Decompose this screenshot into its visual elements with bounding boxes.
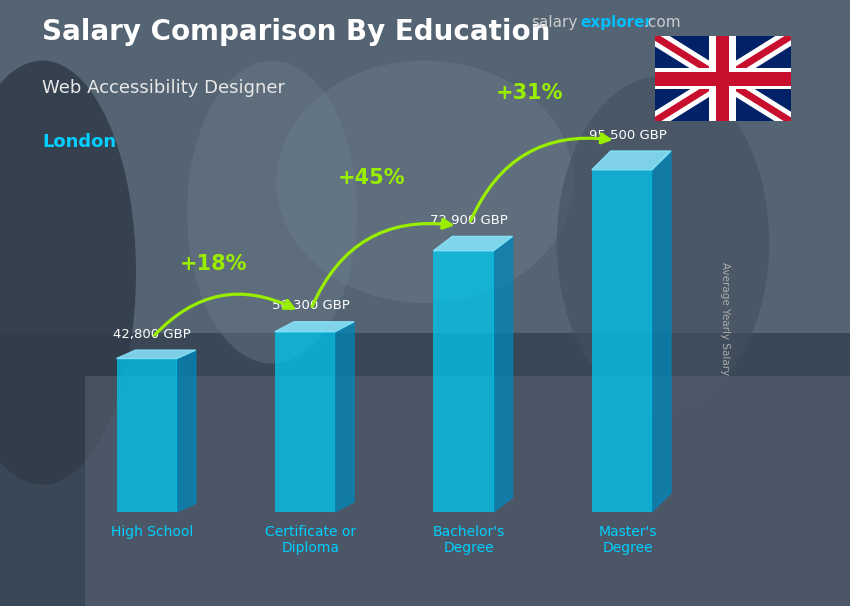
Polygon shape — [116, 350, 196, 359]
Ellipse shape — [557, 76, 769, 409]
Text: 95,500 GBP: 95,500 GBP — [588, 128, 666, 142]
Polygon shape — [335, 322, 354, 512]
Bar — [654, 68, 790, 89]
Text: +45%: +45% — [337, 168, 405, 188]
Text: London: London — [42, 133, 116, 152]
Text: Bachelor's
Degree: Bachelor's Degree — [433, 525, 505, 555]
Text: 50,300 GBP: 50,300 GBP — [272, 299, 349, 312]
Bar — [0, 0, 850, 333]
Ellipse shape — [0, 61, 136, 485]
Polygon shape — [177, 350, 196, 512]
Text: 42,800 GBP: 42,800 GBP — [113, 328, 191, 341]
Text: Salary Comparison By Education: Salary Comparison By Education — [42, 18, 551, 46]
Polygon shape — [494, 236, 513, 512]
Bar — [0, 333, 850, 606]
Text: explorer: explorer — [581, 15, 653, 30]
Polygon shape — [652, 151, 671, 512]
Bar — [116, 359, 177, 512]
Text: Certificate or
Diploma: Certificate or Diploma — [265, 525, 356, 555]
Polygon shape — [275, 322, 354, 331]
Bar — [85, 376, 850, 606]
Bar — [275, 331, 335, 512]
Bar — [592, 170, 652, 512]
Text: +18%: +18% — [179, 254, 246, 274]
Text: .com: .com — [643, 15, 681, 30]
Ellipse shape — [276, 61, 574, 303]
Ellipse shape — [187, 61, 357, 364]
Text: Master's
Degree: Master's Degree — [598, 525, 657, 555]
Bar — [709, 36, 736, 121]
Text: 72,900 GBP: 72,900 GBP — [430, 214, 508, 227]
Text: +31%: +31% — [496, 83, 564, 103]
Text: Web Accessibility Designer: Web Accessibility Designer — [42, 79, 286, 97]
Text: High School: High School — [111, 525, 194, 539]
Bar — [434, 251, 494, 512]
FancyArrowPatch shape — [471, 134, 609, 221]
Polygon shape — [434, 236, 513, 251]
FancyArrowPatch shape — [155, 294, 293, 335]
Text: salary: salary — [531, 15, 578, 30]
Bar — [716, 36, 729, 121]
FancyArrowPatch shape — [312, 219, 451, 306]
Bar — [654, 72, 790, 86]
Polygon shape — [592, 151, 671, 170]
Text: Average Yearly Salary: Average Yearly Salary — [720, 262, 730, 375]
